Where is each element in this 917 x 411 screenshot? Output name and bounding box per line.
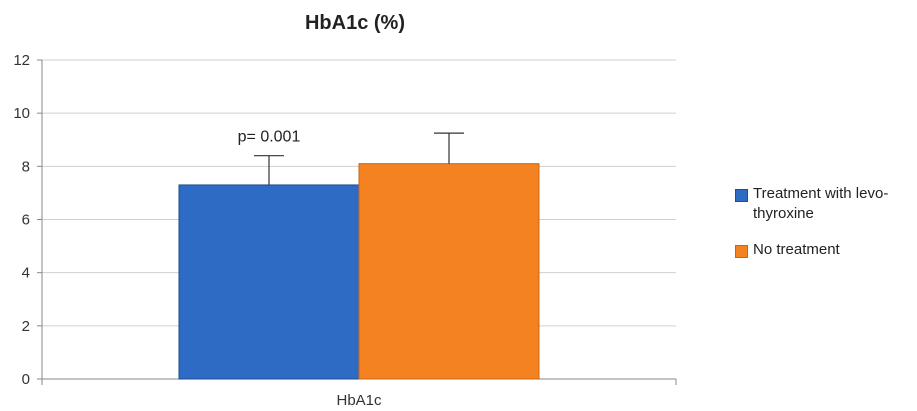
x-category-label: HbA1c bbox=[336, 392, 382, 409]
y-tick-label-2: 2 bbox=[22, 318, 30, 335]
bar-1 bbox=[358, 163, 540, 380]
y-tick-label-12: 12 bbox=[13, 52, 30, 69]
legend-swatch-treatment bbox=[735, 189, 748, 202]
chart-title: HbA1c (%) bbox=[304, 12, 405, 34]
y-tick-label-6: 6 bbox=[22, 212, 30, 229]
bar-0 bbox=[178, 184, 360, 380]
legend-label-treatment: Treatment with levo-thyroxine bbox=[753, 185, 889, 222]
legend-item-treatment: Treatment with levo-thyroxine bbox=[735, 184, 915, 224]
y-tick-label-4: 4 bbox=[22, 265, 30, 282]
y-tick-label-8: 8 bbox=[22, 158, 30, 175]
y-tick-label-10: 10 bbox=[13, 105, 30, 122]
legend-swatch-no-treatment bbox=[735, 245, 748, 258]
y-tick-label-0: 0 bbox=[22, 371, 30, 388]
legend: Treatment with levo-thyroxine No treatme… bbox=[735, 184, 915, 276]
annotation-p-value: p= 0.001 bbox=[238, 129, 301, 146]
legend-label-no-treatment: No treatment bbox=[753, 241, 840, 258]
legend-item-no-treatment: No treatment bbox=[735, 240, 915, 260]
